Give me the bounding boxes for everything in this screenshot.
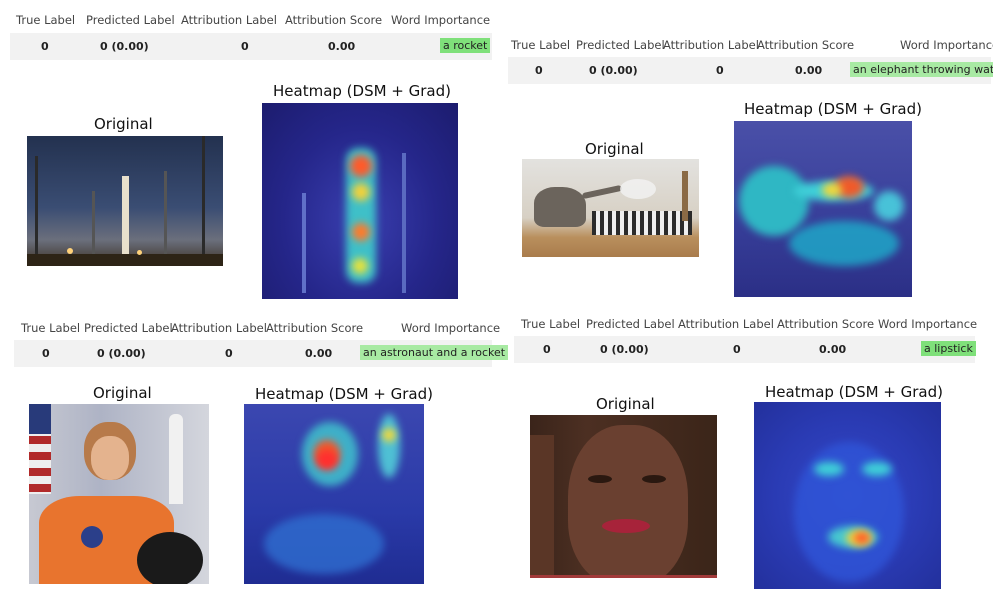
col-attribution-score: Attribution Score bbox=[777, 317, 875, 331]
heatmap-image bbox=[734, 121, 912, 297]
true-label-value: 0 bbox=[543, 343, 551, 356]
attribution-label-value: 0 bbox=[733, 343, 741, 356]
col-word-importance: Word Importance bbox=[878, 317, 978, 331]
attribution-label-value: 0 bbox=[716, 64, 724, 77]
col-predicted-label: Predicted Label bbox=[576, 38, 665, 52]
heatmap-image bbox=[244, 404, 424, 584]
panel-astronaut: True Label Predicted Label Attribution L… bbox=[14, 321, 509, 586]
attribution-label-value: 0 bbox=[225, 347, 233, 360]
word-importance-value: an astronaut and a rocket bbox=[360, 345, 509, 360]
panel-lipstick: True Label Predicted Label Attribution L… bbox=[514, 317, 978, 593]
original-image bbox=[29, 404, 209, 584]
original-title: Original bbox=[93, 384, 152, 402]
panel-elephant: True Label Predicted Label Attribution L… bbox=[508, 38, 993, 300]
col-attribution-label: Attribution Label bbox=[678, 317, 774, 331]
panel-rocket: True Label Predicted Label Attribution L… bbox=[10, 13, 492, 303]
original-title: Original bbox=[585, 140, 644, 158]
word-importance-value: a rocket bbox=[440, 38, 491, 53]
table-row: 0 0 (0.00) 0 0.00 an elephant throwing w… bbox=[508, 57, 993, 84]
col-true-label: True Label bbox=[16, 13, 76, 27]
table-header: True Label Predicted Label Attribution L… bbox=[508, 38, 993, 54]
word-importance-value: an elephant throwing water bbox=[850, 62, 993, 77]
attribution-label-value: 0 bbox=[241, 40, 249, 53]
col-word-importance: Word Importance bbox=[900, 38, 993, 52]
heatmap-title: Heatmap (DSM + Grad) bbox=[765, 383, 944, 401]
attribution-score-value: 0.00 bbox=[819, 343, 847, 356]
original-title: Original bbox=[596, 395, 655, 413]
col-predicted-label: Predicted Label bbox=[86, 13, 175, 27]
original-title: Original bbox=[94, 115, 153, 133]
table-header: True Label Predicted Label Attribution L… bbox=[514, 317, 978, 333]
heatmap-title: Heatmap (DSM + Grad) bbox=[255, 385, 434, 403]
original-image bbox=[27, 136, 223, 266]
col-true-label: True Label bbox=[21, 321, 81, 335]
table-row: 0 0 (0.00) 0 0.00 a lipstick bbox=[514, 336, 976, 363]
predicted-label-value: 0 (0.00) bbox=[600, 343, 649, 356]
heatmap-image bbox=[262, 103, 458, 299]
col-word-importance: Word Importance bbox=[391, 13, 491, 27]
predicted-label-value: 0 (0.00) bbox=[97, 347, 146, 360]
attribution-score-value: 0.00 bbox=[795, 64, 823, 77]
predicted-label-value: 0 (0.00) bbox=[589, 64, 638, 77]
col-attribution-score: Attribution Score bbox=[285, 13, 383, 27]
original-image bbox=[530, 415, 717, 578]
col-attribution-label: Attribution Label bbox=[663, 38, 759, 52]
table-header: True Label Predicted Label Attribution L… bbox=[14, 321, 500, 337]
col-attribution-score: Attribution Score bbox=[266, 321, 364, 335]
col-true-label: True Label bbox=[511, 38, 571, 52]
attribution-score-value: 0.00 bbox=[328, 40, 356, 53]
table-header: True Label Predicted Label Attribution L… bbox=[10, 13, 492, 29]
attribution-score-value: 0.00 bbox=[305, 347, 333, 360]
col-predicted-label: Predicted Label bbox=[84, 321, 173, 335]
true-label-value: 0 bbox=[41, 40, 49, 53]
col-attribution-score: Attribution Score bbox=[757, 38, 855, 52]
col-attribution-label: Attribution Label bbox=[181, 13, 277, 27]
original-image bbox=[522, 159, 699, 257]
col-word-importance: Word Importance bbox=[401, 321, 501, 335]
predicted-label-value: 0 (0.00) bbox=[100, 40, 149, 53]
heatmap-image bbox=[754, 402, 941, 589]
word-importance-value: a lipstick bbox=[921, 341, 976, 356]
heatmap-title: Heatmap (DSM + Grad) bbox=[744, 100, 923, 118]
col-predicted-label: Predicted Label bbox=[586, 317, 675, 331]
col-true-label: True Label bbox=[521, 317, 581, 331]
table-row: 0 0 (0.00) 0 0.00 an astronaut and a roc… bbox=[14, 340, 509, 367]
heatmap-title: Heatmap (DSM + Grad) bbox=[273, 82, 452, 100]
true-label-value: 0 bbox=[535, 64, 543, 77]
table-row: 0 0 (0.00) 0 0.00 a rocket bbox=[10, 33, 492, 60]
true-label-value: 0 bbox=[42, 347, 50, 360]
col-attribution-label: Attribution Label bbox=[171, 321, 267, 335]
